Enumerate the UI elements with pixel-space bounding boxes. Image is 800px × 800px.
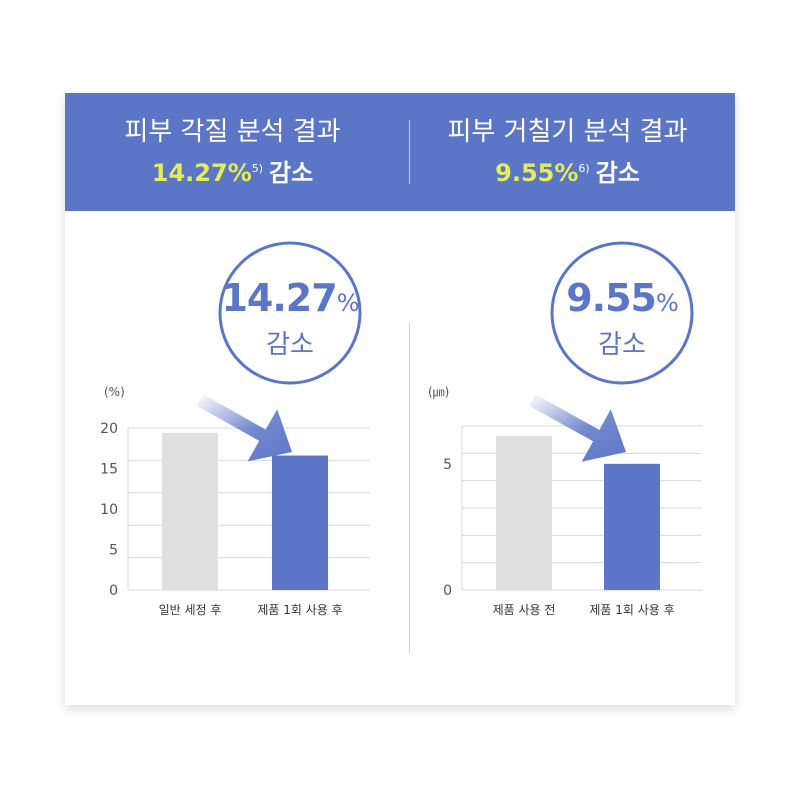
badge-value: 14.27%: [221, 276, 358, 320]
header-keratin: 피부 각질 분석 결과 14.27%5) 감소: [65, 93, 400, 211]
badge-value: 9.55%: [566, 276, 678, 320]
results-card: 피부 각질 분석 결과 14.27%5) 감소 피부 거칠기 분석 결과 9.55…: [65, 93, 735, 705]
y-tick-label: 0: [109, 583, 118, 599]
bar-after: [604, 463, 660, 590]
bar-before: [496, 436, 552, 590]
y-tick-label: 5: [443, 457, 452, 473]
header-divider: [409, 120, 410, 184]
badge-circle: [550, 241, 694, 385]
x-category-label: 일반 세정 후: [159, 603, 222, 617]
x-category-label: 제품 1회 사용 후: [589, 603, 674, 617]
header-roughness-result: 9.55%6) 감소: [400, 152, 735, 190]
y-tick-label: 15: [100, 462, 118, 478]
y-tick-label: 5: [109, 543, 118, 559]
bar-after: [272, 455, 328, 590]
header-keratin-value: 14.27%: [151, 159, 252, 187]
header-roughness-word: 감소: [595, 159, 640, 187]
y-tick-label: 20: [100, 421, 118, 437]
badge-word: 감소: [598, 330, 646, 360]
y-unit-label: (㎛): [428, 385, 449, 399]
header-roughness-footnote: 6): [578, 162, 590, 175]
results-header: 피부 각질 분석 결과 14.27%5) 감소 피부 거칠기 분석 결과 9.55…: [65, 93, 735, 211]
y-tick-label: 10: [100, 502, 118, 518]
y-tick-label: 0: [443, 583, 452, 599]
header-keratin-title: 피부 각질 분석 결과: [124, 117, 341, 147]
decrease-arrow-icon: [196, 394, 292, 462]
y-unit-label: (%): [104, 385, 125, 399]
center-divider: [409, 323, 410, 653]
header-roughness: 피부 거칠기 분석 결과 9.55%6) 감소: [400, 93, 735, 211]
x-category-label: 제품 사용 전: [493, 603, 556, 617]
bar-before: [162, 432, 218, 590]
header-keratin-word: 감소: [269, 159, 314, 187]
header-keratin-result: 14.27%5) 감소: [65, 152, 400, 190]
x-category-label: 제품 1회 사용 후: [257, 603, 342, 617]
badge-circle: [218, 241, 362, 385]
decrease-arrow-icon: [528, 394, 626, 462]
header-roughness-value: 9.55%: [495, 159, 579, 187]
header-roughness-title: 피부 거칠기 분석 결과: [447, 117, 688, 147]
badge-word: 감소: [266, 330, 314, 360]
header-keratin-footnote: 5): [251, 162, 264, 175]
